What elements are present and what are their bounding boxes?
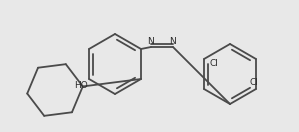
Text: N: N xyxy=(170,37,176,46)
Text: Cl: Cl xyxy=(250,77,258,86)
Text: N: N xyxy=(148,37,154,46)
Text: Cl: Cl xyxy=(210,58,219,67)
Text: HO: HO xyxy=(74,81,88,89)
